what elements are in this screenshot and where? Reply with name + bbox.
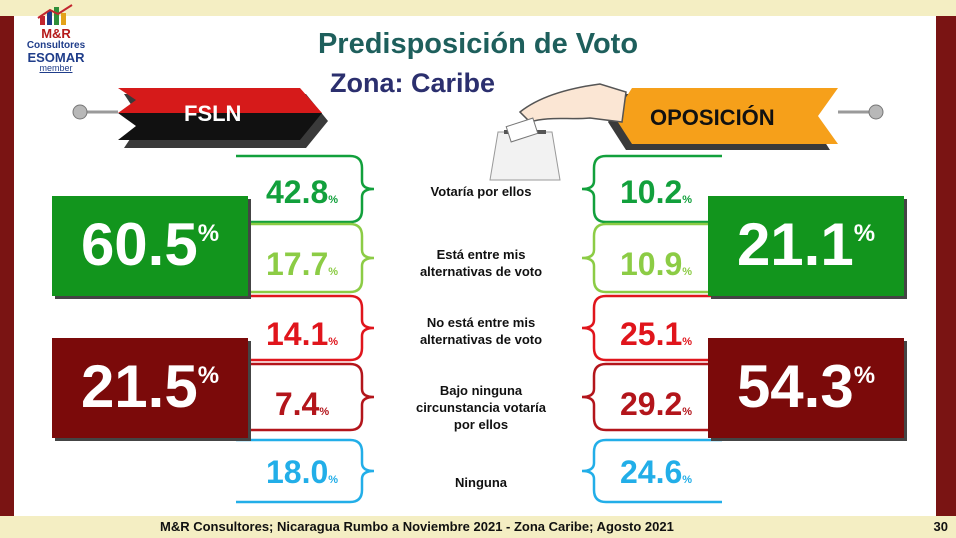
logo-name: M&R bbox=[41, 26, 71, 41]
fsln-banner-knob bbox=[72, 104, 88, 120]
percent-sign: % bbox=[853, 220, 876, 247]
oposicion-row-bracket bbox=[581, 438, 722, 504]
oposicion-row-bracket bbox=[581, 154, 722, 224]
oposicion-row-3-value: 25.1% bbox=[608, 316, 704, 353]
page-title: Predisposición de Voto bbox=[317, 28, 639, 60]
fsln-row-bracket bbox=[236, 222, 375, 294]
fsln-row-4-number: 7.4 bbox=[274, 386, 320, 422]
row-2-label: Está entre mis alternativas de voto bbox=[419, 247, 543, 279]
fsln-row-5-value: 18.0% bbox=[254, 454, 350, 491]
oposicion-row-1-value: 10.2% bbox=[608, 174, 704, 211]
oposicion-row-bracket bbox=[581, 362, 722, 432]
fsln-row-bracket bbox=[236, 154, 375, 224]
row-4-label: Bajo ninguna circunstancia votaría por e… bbox=[415, 383, 547, 432]
oposicion-row-bracket bbox=[581, 294, 722, 362]
fsln-row-2-value: 17.7% bbox=[254, 246, 350, 283]
page-subtitle: Zona: Caribe bbox=[330, 68, 496, 98]
percent-sign: % bbox=[682, 336, 693, 348]
oposicion-row-4-number: 29.2 bbox=[619, 386, 683, 422]
company-logo: M&R Consultores ESOMAR member bbox=[26, 4, 86, 74]
row-5-label: Ninguna bbox=[455, 475, 507, 490]
oposicion-unfavorable-box: 54.3% bbox=[708, 338, 904, 438]
percent-sign: % bbox=[328, 266, 339, 278]
footer-bar: M&R Consultores; Nicaragua Rumbo a Novie… bbox=[0, 516, 956, 538]
logo-esomar: ESOMAR bbox=[27, 50, 85, 65]
logo-member: member bbox=[39, 63, 73, 73]
op-banner-knob bbox=[868, 104, 884, 120]
fsln-row-3-number: 14.1 bbox=[265, 316, 329, 352]
percent-sign: % bbox=[328, 194, 339, 206]
footer-source: M&R Consultores; Nicaragua Rumbo a Novie… bbox=[160, 519, 674, 534]
ballot-paper bbox=[505, 117, 539, 143]
fsln-favorable-value: 60.5% bbox=[52, 210, 248, 279]
fsln-banner-black bbox=[118, 113, 322, 140]
fsln-row-4-value: 7.4% bbox=[254, 386, 350, 423]
oposicion-unfavorable-value: 54.3% bbox=[708, 352, 904, 421]
fsln-row-bracket bbox=[236, 362, 375, 432]
fsln-row-1-value: 42.8% bbox=[254, 174, 350, 211]
ballot-box-icon bbox=[489, 131, 561, 181]
percent-sign: % bbox=[682, 406, 693, 418]
op-banner-orange bbox=[614, 88, 838, 144]
logo-chart-icon bbox=[37, 4, 73, 25]
oposicion-row-5-number: 24.6 bbox=[619, 454, 683, 490]
top-bar bbox=[0, 0, 956, 16]
fsln-label: FSLN bbox=[184, 101, 242, 126]
percent-sign: % bbox=[853, 362, 876, 389]
percent-sign: % bbox=[197, 220, 220, 247]
bracket-group bbox=[236, 154, 722, 504]
row-3-label: No está entre mis alternativas de voto bbox=[419, 315, 543, 347]
fsln-unfavorable-value: 21.5% bbox=[52, 352, 248, 421]
fsln-row-3-value: 14.1% bbox=[254, 316, 350, 353]
fsln-unfavorable-number: 21.5 bbox=[80, 353, 198, 420]
percent-sign: % bbox=[319, 406, 330, 418]
fsln-banner-red bbox=[118, 88, 322, 113]
percent-sign: % bbox=[328, 336, 339, 348]
oposicion-favorable-box: 21.1% bbox=[708, 196, 904, 296]
oposicion-row-3-number: 25.1 bbox=[619, 316, 683, 352]
oposicion-row-1-number: 10.2 bbox=[619, 174, 683, 210]
row-1-label: Votaría por ellos bbox=[430, 184, 532, 199]
oposicion-row-2-number: 10.9 bbox=[619, 246, 683, 282]
percent-sign: % bbox=[682, 474, 693, 486]
percent-sign: % bbox=[682, 266, 693, 278]
fsln-row-2-number: 17.7 bbox=[265, 246, 329, 282]
percent-sign: % bbox=[328, 474, 339, 486]
oposicion-label: OPOSICIÓN bbox=[650, 105, 775, 130]
logo-subtitle: Consultores bbox=[26, 40, 86, 51]
page-number: 30 bbox=[933, 519, 948, 534]
fsln-row-bracket bbox=[236, 438, 375, 504]
oposicion-row-5-value: 24.6% bbox=[608, 454, 704, 491]
oposicion-favorable-number: 21.1 bbox=[736, 211, 854, 278]
fsln-favorable-box: 60.5% bbox=[52, 196, 248, 296]
oposicion-row-2-value: 10.9% bbox=[608, 246, 704, 283]
percent-sign: % bbox=[197, 362, 220, 389]
fsln-favorable-number: 60.5 bbox=[80, 211, 198, 278]
hand-icon bbox=[518, 83, 627, 123]
fsln-unfavorable-box: 21.5% bbox=[52, 338, 248, 438]
oposicion-favorable-value: 21.1% bbox=[708, 210, 904, 279]
fsln-row-1-number: 42.8 bbox=[265, 174, 329, 210]
oposicion-row-4-value: 29.2% bbox=[608, 386, 704, 423]
oposicion-unfavorable-number: 54.3 bbox=[736, 353, 854, 420]
percent-sign: % bbox=[682, 194, 693, 206]
oposicion-row-bracket bbox=[581, 222, 722, 294]
fsln-row-bracket bbox=[236, 294, 375, 362]
fsln-row-5-number: 18.0 bbox=[265, 454, 329, 490]
